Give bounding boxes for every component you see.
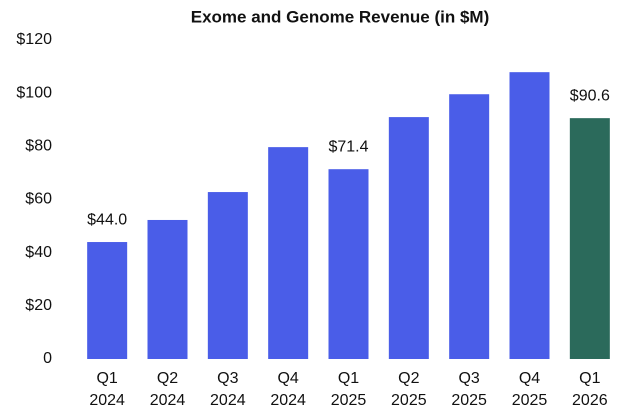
- x-tick-label: Q4 2024: [270, 370, 306, 409]
- chart-title: Exome and Genome Revenue (in $M): [191, 7, 490, 26]
- bar: [509, 72, 550, 359]
- y-tick-label: 0: [43, 350, 52, 367]
- y-tick-label: $80: [25, 138, 52, 155]
- y-tick-label: $40: [25, 244, 52, 261]
- x-tick-label: Q1 2024: [89, 370, 125, 409]
- bar: [388, 117, 429, 359]
- x-tick-label: Q3 2024: [210, 370, 246, 409]
- value-label: $44.0: [87, 211, 127, 228]
- bar: [569, 118, 610, 359]
- value-label: $71.4: [328, 138, 368, 155]
- bar: [147, 219, 188, 359]
- x-tick-label: Q4 2025: [511, 370, 548, 409]
- y-tick-label: $60: [25, 191, 52, 208]
- x-tick-label: Q2 2024: [149, 370, 186, 409]
- y-tick-label: $20: [25, 297, 52, 314]
- bar: [87, 242, 128, 359]
- bar: [268, 147, 309, 359]
- y-tick-label: $100: [16, 84, 52, 101]
- y-tick-label: $120: [16, 31, 52, 48]
- bar: [207, 192, 248, 359]
- x-tick-label: Q3 2025: [451, 370, 487, 409]
- x-tick-label: Q1 2025: [330, 370, 367, 409]
- x-tick-label: Q1 2026: [572, 370, 608, 409]
- bar: [328, 169, 369, 359]
- value-label: $90.6: [570, 87, 610, 104]
- x-tick-label: Q2 2025: [391, 370, 427, 409]
- bar: [449, 94, 490, 359]
